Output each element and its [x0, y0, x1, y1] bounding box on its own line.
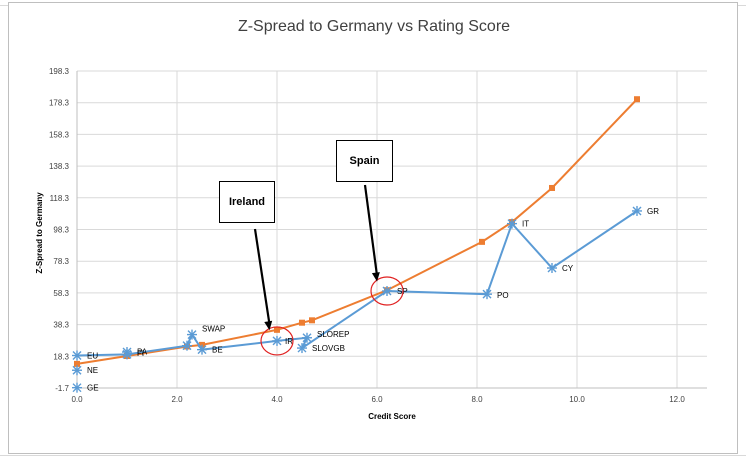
y-tick-label: 178.3: [49, 99, 70, 108]
y-tick-label: 58.3: [53, 289, 69, 298]
arrow-spain: [363, 184, 380, 282]
data-label: PO: [497, 291, 509, 300]
x-tick-label: 6.0: [371, 395, 383, 404]
data-label: IT: [522, 220, 529, 229]
data-label: GE: [87, 384, 99, 393]
data-point-blue: [182, 340, 192, 351]
data-point-orange: [549, 184, 555, 191]
y-tick-label: 38.3: [53, 321, 69, 330]
data-point-blue: [507, 218, 517, 229]
data-label: PA: [137, 347, 148, 356]
y-tick-label: 98.3: [53, 226, 69, 235]
data-point-orange: [634, 96, 640, 103]
y-tick-label: 138.3: [49, 162, 70, 171]
gridlines: [76, 70, 707, 389]
data-point-blue: [72, 365, 82, 376]
annotations: [253, 184, 404, 356]
x-tick-label: 8.0: [471, 395, 483, 404]
gridline: [0, 455, 746, 456]
data-label: SLOVGB: [312, 344, 345, 353]
data-point-blue: [197, 344, 207, 355]
data-point-orange: [299, 319, 305, 326]
data-point-orange: [479, 238, 485, 245]
data-label: FI: [137, 349, 144, 358]
data-label: SLOREP: [317, 330, 349, 339]
data-label: EU: [87, 352, 98, 361]
data-point-orange: [74, 360, 80, 367]
y-tick-label: 78.3: [53, 257, 69, 266]
y-tick-label: 198.3: [49, 67, 70, 76]
x-tick-label: 10.0: [569, 395, 585, 404]
data-point-blue: [547, 263, 557, 274]
data-point-blue: [297, 343, 307, 354]
x-tick-label: 12.0: [669, 395, 685, 404]
callout-ireland: Ireland: [219, 181, 275, 223]
y-axis-title: Z-Spread to Germany: [35, 192, 44, 274]
x-tick-label: 0.0: [71, 395, 83, 404]
y-tick-label: -1.7: [55, 384, 69, 393]
data-point-blue: [122, 349, 132, 360]
axes: -1.7 18.3 38.3 58.3 78.3 98.3 118.3 138.3 158.3 1…: [49, 67, 707, 404]
arrow-ireland: [253, 228, 273, 331]
data-point-blue: [272, 335, 282, 346]
y-tick-label: 18.3: [53, 352, 69, 361]
arrow-head: [371, 272, 380, 282]
series: [72, 96, 642, 393]
chart-title: Z-Spread to Germany vs Rating Score: [238, 18, 510, 35]
data-label: SP: [397, 287, 408, 296]
arrow-head: [264, 320, 273, 331]
series-line-blue: [76, 210, 638, 357]
x-tick-label: 2.0: [171, 395, 183, 404]
chart-area[interactable]: Z-Spread to Germany vs Rating Score -1.7…: [8, 2, 738, 454]
data-label: GR: [647, 207, 659, 216]
data-label: NE: [87, 366, 98, 375]
data-label: BE: [212, 346, 223, 355]
data-point-blue: [302, 332, 312, 343]
data-point-blue: [72, 350, 82, 361]
x-tick-label: 4.0: [271, 395, 283, 404]
x-axis-title: Credit Score: [368, 412, 416, 421]
data-point-blue: [632, 205, 642, 216]
arrow-shaft: [253, 228, 271, 325]
data-point-orange: [309, 317, 315, 324]
data-label: IR: [285, 337, 293, 346]
y-tick-label: 158.3: [49, 130, 70, 139]
highlight-circle: [370, 276, 404, 306]
arrow-shaft: [363, 184, 379, 276]
y-tick-label: 118.3: [50, 194, 70, 203]
data-label: SWAP: [202, 325, 225, 334]
data-point-blue: [72, 382, 82, 393]
data-point-blue: [382, 285, 392, 296]
chart-svg: Z-Spread to Germany vs Rating Score -1.7…: [35, 18, 707, 421]
data-label: CY: [562, 264, 574, 273]
data-point-blue: [187, 329, 197, 340]
data-point-orange: [274, 326, 280, 333]
highlight-circle: [260, 326, 294, 356]
data-point-blue: [482, 289, 492, 300]
callout-spain: Spain: [336, 140, 393, 182]
